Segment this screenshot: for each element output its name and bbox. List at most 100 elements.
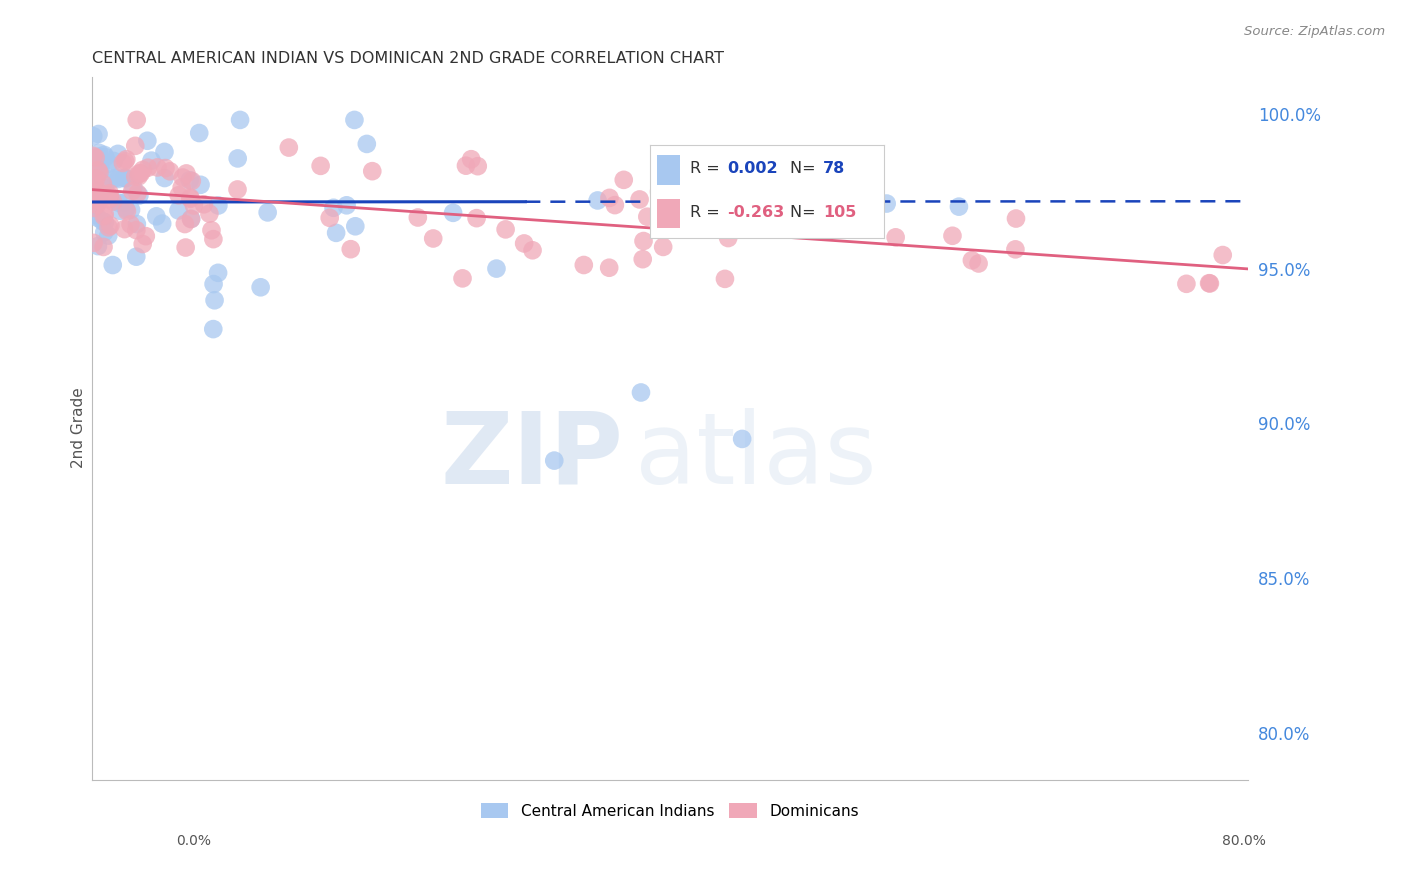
Point — [136, 134, 159, 148]
Point — [136, 161, 159, 175]
Point — [101, 258, 124, 272]
Point — [146, 161, 169, 175]
Point — [94, 215, 117, 229]
Point — [204, 293, 226, 308]
Point — [155, 161, 177, 175]
Point — [89, 165, 111, 179]
Point — [422, 231, 444, 245]
Point — [467, 159, 489, 173]
Point — [135, 229, 157, 244]
Point — [82, 172, 104, 186]
Point — [167, 188, 190, 202]
Point — [100, 219, 122, 233]
Point — [202, 322, 225, 336]
Point — [513, 236, 536, 251]
Point — [441, 206, 464, 220]
Point — [803, 190, 825, 204]
Point — [153, 145, 176, 159]
Point — [86, 191, 108, 205]
Point — [603, 198, 626, 212]
Point — [115, 202, 138, 216]
Point — [277, 140, 299, 154]
Point — [87, 150, 110, 164]
Point — [150, 217, 173, 231]
Point — [202, 232, 225, 246]
Point — [176, 166, 198, 180]
Point — [200, 223, 222, 237]
Point — [90, 189, 112, 203]
Point — [91, 214, 114, 228]
Text: R =: R = — [689, 161, 724, 177]
Point — [406, 211, 429, 225]
Point — [107, 195, 129, 210]
Point — [598, 260, 620, 275]
Point — [1198, 276, 1220, 290]
Point — [586, 194, 609, 208]
Point — [89, 193, 111, 207]
Point — [692, 203, 714, 218]
Text: 80.0%: 80.0% — [1222, 834, 1265, 848]
Point — [207, 266, 229, 280]
Point — [173, 217, 195, 231]
Point — [125, 250, 148, 264]
Point — [344, 219, 367, 234]
Point — [107, 146, 129, 161]
Text: N=: N= — [790, 205, 821, 220]
Point — [91, 177, 114, 191]
Point — [101, 194, 124, 209]
Point — [543, 453, 565, 467]
Point — [839, 212, 862, 227]
Point — [967, 256, 990, 270]
Point — [103, 153, 125, 168]
Text: Source: ZipAtlas.com: Source: ZipAtlas.com — [1244, 25, 1385, 38]
Text: 0.0%: 0.0% — [176, 834, 211, 848]
Point — [652, 240, 675, 254]
Point — [114, 170, 136, 185]
Point — [207, 198, 229, 212]
Point — [465, 211, 488, 226]
Point — [91, 188, 114, 202]
Point — [188, 126, 211, 140]
Point — [124, 139, 146, 153]
Point — [120, 202, 142, 217]
Point — [343, 112, 366, 127]
Point — [598, 191, 620, 205]
Point — [112, 170, 135, 185]
Point — [318, 211, 340, 225]
Point — [339, 242, 361, 256]
Point — [101, 172, 124, 186]
Point — [630, 385, 652, 400]
Point — [179, 173, 201, 187]
Point — [128, 188, 150, 202]
Text: ZIP: ZIP — [440, 408, 624, 505]
Point — [87, 145, 110, 160]
Point — [172, 170, 194, 185]
Point — [709, 154, 731, 169]
Point — [97, 228, 120, 243]
Text: R =: R = — [689, 205, 724, 220]
Point — [97, 220, 120, 235]
Point — [714, 272, 737, 286]
Point — [170, 180, 193, 194]
Legend: Central American Indians, Dominicans: Central American Indians, Dominicans — [475, 797, 865, 825]
Text: 0.002: 0.002 — [727, 161, 778, 177]
Point — [105, 170, 128, 185]
Point — [613, 173, 636, 187]
Point — [485, 261, 508, 276]
FancyBboxPatch shape — [657, 155, 681, 185]
Point — [84, 180, 107, 194]
Point — [145, 210, 167, 224]
Text: CENTRAL AMERICAN INDIAN VS DOMINICAN 2ND GRADE CORRELATION CHART: CENTRAL AMERICAN INDIAN VS DOMINICAN 2ND… — [91, 51, 724, 66]
Point — [226, 152, 249, 166]
Point — [153, 171, 176, 186]
Point — [1175, 277, 1198, 291]
Point — [82, 129, 104, 144]
Point — [495, 222, 517, 236]
Point — [226, 182, 249, 196]
Point — [86, 192, 108, 206]
Point — [1212, 248, 1234, 262]
Point — [93, 207, 115, 221]
Point — [124, 169, 146, 184]
Point — [125, 112, 148, 127]
Point — [132, 162, 155, 177]
